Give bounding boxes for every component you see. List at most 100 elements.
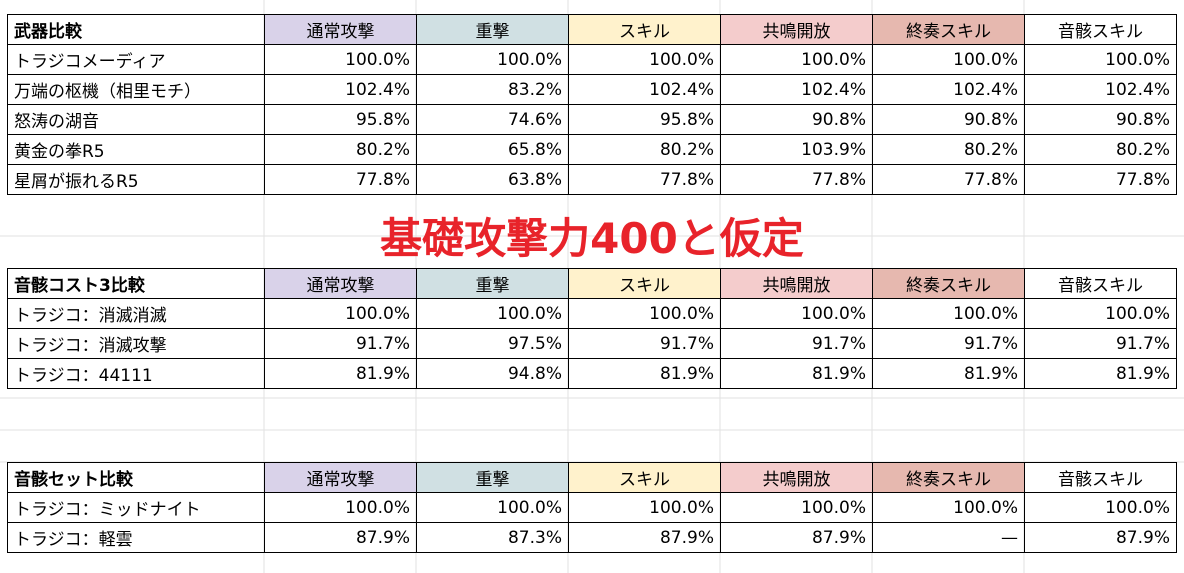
- cell-value[interactable]: 100.0%: [872, 44, 1025, 75]
- cell-value[interactable]: 81.9%: [720, 358, 873, 389]
- cell-value[interactable]: 100.0%: [872, 492, 1025, 523]
- cell-value[interactable]: 97.5%: [416, 328, 569, 359]
- section-title[interactable]: 武器比較: [7, 14, 265, 45]
- cell-value[interactable]: 94.8%: [416, 358, 569, 389]
- cell-value[interactable]: 100.0%: [1024, 44, 1177, 75]
- cell-value[interactable]: 102.4%: [1024, 74, 1177, 105]
- row-label[interactable]: トラジコ：軽雲: [7, 522, 265, 553]
- cell-value[interactable]: 91.7%: [1024, 328, 1177, 359]
- cell-value[interactable]: 100.0%: [264, 44, 417, 75]
- header-echo-skill[interactable]: 音骸スキル: [1024, 462, 1177, 493]
- cell-value[interactable]: 65.8%: [416, 134, 569, 165]
- header-heavy-attack[interactable]: 重撃: [416, 14, 569, 45]
- cell-value[interactable]: 81.9%: [1024, 358, 1177, 389]
- cell-value[interactable]: 87.3%: [416, 522, 569, 553]
- header-heavy-attack[interactable]: 重撃: [416, 462, 569, 493]
- cell-value[interactable]: 100.0%: [872, 298, 1025, 329]
- cell-value[interactable]: 90.8%: [720, 104, 873, 135]
- header-normal-attack[interactable]: 通常攻撃: [264, 14, 417, 45]
- cell-value[interactable]: 77.8%: [720, 164, 873, 195]
- weapon-comparison-table: 武器比較 通常攻撃 重撃 スキル 共鳴開放 終奏スキル 音骸スキル トラジコメー…: [7, 14, 1177, 195]
- cell-value[interactable]: 100.0%: [1024, 492, 1177, 523]
- cell-value[interactable]: 83.2%: [416, 74, 569, 105]
- cell-value[interactable]: 100.0%: [568, 492, 721, 523]
- table-row: トラジコ：消滅攻撃 91.7% 97.5% 91.7% 91.7% 91.7% …: [7, 328, 1177, 359]
- table-row: 星屑が振れるR5 77.8% 63.8% 77.8% 77.8% 77.8% 7…: [7, 164, 1177, 195]
- row-label[interactable]: 星屑が振れるR5: [7, 164, 265, 195]
- cell-value[interactable]: 91.7%: [720, 328, 873, 359]
- cell-value[interactable]: 100.0%: [568, 298, 721, 329]
- cell-value[interactable]: 77.8%: [1024, 164, 1177, 195]
- cell-value[interactable]: 80.2%: [1024, 134, 1177, 165]
- header-row: 音骸コスト3比較 通常攻撃 重撃 スキル 共鳴開放 終奏スキル 音骸スキル: [7, 268, 1177, 299]
- cell-value[interactable]: 100.0%: [1024, 298, 1177, 329]
- cell-value[interactable]: 100.0%: [264, 492, 417, 523]
- row-label[interactable]: 黄金の拳R5: [7, 134, 265, 165]
- cell-value[interactable]: 100.0%: [720, 492, 873, 523]
- cell-value[interactable]: —: [872, 522, 1025, 553]
- header-resonance-liberation[interactable]: 共鳴開放: [720, 462, 873, 493]
- header-echo-skill[interactable]: 音骸スキル: [1024, 14, 1177, 45]
- cell-value[interactable]: 80.2%: [872, 134, 1025, 165]
- cell-value[interactable]: 81.9%: [264, 358, 417, 389]
- cell-value[interactable]: 103.9%: [720, 134, 873, 165]
- header-normal-attack[interactable]: 通常攻撃: [264, 268, 417, 299]
- cell-value[interactable]: 91.7%: [568, 328, 721, 359]
- header-heavy-attack[interactable]: 重撃: [416, 268, 569, 299]
- cell-value[interactable]: 77.8%: [264, 164, 417, 195]
- cell-value[interactable]: 100.0%: [264, 298, 417, 329]
- header-skill[interactable]: スキル: [568, 268, 721, 299]
- table-row: トラジコ：消滅消滅 100.0% 100.0% 100.0% 100.0% 10…: [7, 298, 1177, 329]
- cell-value[interactable]: 90.8%: [1024, 104, 1177, 135]
- header-skill[interactable]: スキル: [568, 462, 721, 493]
- cell-value[interactable]: 81.9%: [872, 358, 1025, 389]
- row-label[interactable]: トラジコメーディア: [7, 44, 265, 75]
- table-row: トラジコ：軽雲 87.9% 87.3% 87.9% 87.9% — 87.9%: [7, 522, 1177, 553]
- table-row: トラジコ：ミッドナイト 100.0% 100.0% 100.0% 100.0% …: [7, 492, 1177, 523]
- header-resonance-liberation[interactable]: 共鳴開放: [720, 14, 873, 45]
- cell-value[interactable]: 102.4%: [264, 74, 417, 105]
- cell-value[interactable]: 102.4%: [872, 74, 1025, 105]
- header-outro-skill[interactable]: 終奏スキル: [872, 14, 1025, 45]
- header-resonance-liberation[interactable]: 共鳴開放: [720, 268, 873, 299]
- row-label[interactable]: トラジコ：消滅攻撃: [7, 328, 265, 359]
- cell-value[interactable]: 77.8%: [568, 164, 721, 195]
- echo-cost3-comparison-table: 音骸コスト3比較 通常攻撃 重撃 スキル 共鳴開放 終奏スキル 音骸スキル トラ…: [7, 268, 1177, 389]
- cell-value[interactable]: 74.6%: [416, 104, 569, 135]
- cell-value[interactable]: 100.0%: [720, 44, 873, 75]
- cell-value[interactable]: 80.2%: [264, 134, 417, 165]
- header-outro-skill[interactable]: 終奏スキル: [872, 462, 1025, 493]
- cell-value[interactable]: 81.9%: [568, 358, 721, 389]
- cell-value[interactable]: 95.8%: [264, 104, 417, 135]
- cell-value[interactable]: 87.9%: [720, 522, 873, 553]
- cell-value[interactable]: 100.0%: [568, 44, 721, 75]
- row-label[interactable]: 万端の枢機（相里モチ）: [7, 74, 265, 105]
- header-echo-skill[interactable]: 音骸スキル: [1024, 268, 1177, 299]
- cell-value[interactable]: 95.8%: [568, 104, 721, 135]
- section-title[interactable]: 音骸コスト3比較: [7, 268, 265, 299]
- section-title[interactable]: 音骸セット比較: [7, 462, 265, 493]
- cell-value[interactable]: 77.8%: [872, 164, 1025, 195]
- cell-value[interactable]: 90.8%: [872, 104, 1025, 135]
- cell-value[interactable]: 87.9%: [568, 522, 721, 553]
- cell-value[interactable]: 87.9%: [264, 522, 417, 553]
- cell-value[interactable]: 100.0%: [720, 298, 873, 329]
- cell-value[interactable]: 91.7%: [264, 328, 417, 359]
- row-label[interactable]: トラジコ：消滅消滅: [7, 298, 265, 329]
- cell-value[interactable]: 102.4%: [568, 74, 721, 105]
- assumption-banner: 基礎攻撃力400と仮定: [380, 214, 804, 263]
- cell-value[interactable]: 63.8%: [416, 164, 569, 195]
- cell-value[interactable]: 100.0%: [416, 492, 569, 523]
- row-label[interactable]: トラジコ：44111: [7, 358, 265, 389]
- cell-value[interactable]: 80.2%: [568, 134, 721, 165]
- cell-value[interactable]: 100.0%: [416, 44, 569, 75]
- header-normal-attack[interactable]: 通常攻撃: [264, 462, 417, 493]
- header-outro-skill[interactable]: 終奏スキル: [872, 268, 1025, 299]
- row-label[interactable]: 怒涛の湖音: [7, 104, 265, 135]
- cell-value[interactable]: 87.9%: [1024, 522, 1177, 553]
- cell-value[interactable]: 102.4%: [720, 74, 873, 105]
- header-skill[interactable]: スキル: [568, 14, 721, 45]
- row-label[interactable]: トラジコ：ミッドナイト: [7, 492, 265, 523]
- cell-value[interactable]: 100.0%: [416, 298, 569, 329]
- cell-value[interactable]: 91.7%: [872, 328, 1025, 359]
